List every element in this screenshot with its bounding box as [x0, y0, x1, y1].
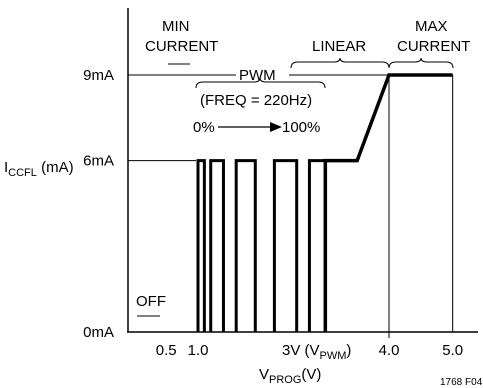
freq-label: (FREQ = 220Hz) [200, 92, 312, 109]
pwm-pulses [196, 159, 327, 332]
y-axis-label: ICCFL (mA) [4, 159, 74, 179]
max-brace [388, 57, 454, 69]
pwm-pulse [272, 159, 299, 332]
region-off-label: OFF [136, 293, 166, 310]
region-linear-label: LINEAR [312, 38, 366, 55]
x-tick-label: 5.0 [442, 342, 463, 359]
pwm-pulse [209, 159, 225, 332]
x-axis-label: VPROG(V) [259, 366, 321, 386]
y-tick-label: 6mA [83, 153, 114, 170]
region-max-label: MAX [415, 18, 448, 35]
vertical-gridlines [388, 75, 454, 338]
pwm-brace [195, 77, 326, 89]
x-tick-label: 4.0 [379, 342, 400, 359]
region-min-label: MIN [162, 18, 190, 35]
pwm-pulse [196, 159, 206, 332]
linear-trace [323, 73, 453, 332]
pwm-label: PWM [239, 67, 276, 84]
region-max-current-label: CURRENT [397, 38, 470, 55]
y-tick-label: 9mA [83, 67, 114, 84]
pwm-pulse [307, 159, 327, 332]
duty-arrow-head [270, 122, 282, 132]
x-tick-label: 1.0 [188, 342, 209, 359]
duty-start-label: 0% [193, 119, 215, 136]
x-tick-label-3v: 3V (VPWM) [282, 342, 351, 362]
figure-id: 1768 F04 [440, 377, 483, 388]
x-tick-label: 0.5 [156, 342, 177, 359]
region-min-current-label: CURRENT [145, 38, 218, 55]
duty-end-label: 100% [282, 119, 320, 136]
y-tick-labels: 0mA 6mA 9mA [83, 67, 114, 341]
linear-brace [290, 57, 390, 69]
pwm-pulse [234, 159, 257, 332]
x-tick-labels: 0.5 1.0 4.0 5.0 [156, 342, 463, 359]
y-tick-label: 0mA [83, 324, 114, 341]
